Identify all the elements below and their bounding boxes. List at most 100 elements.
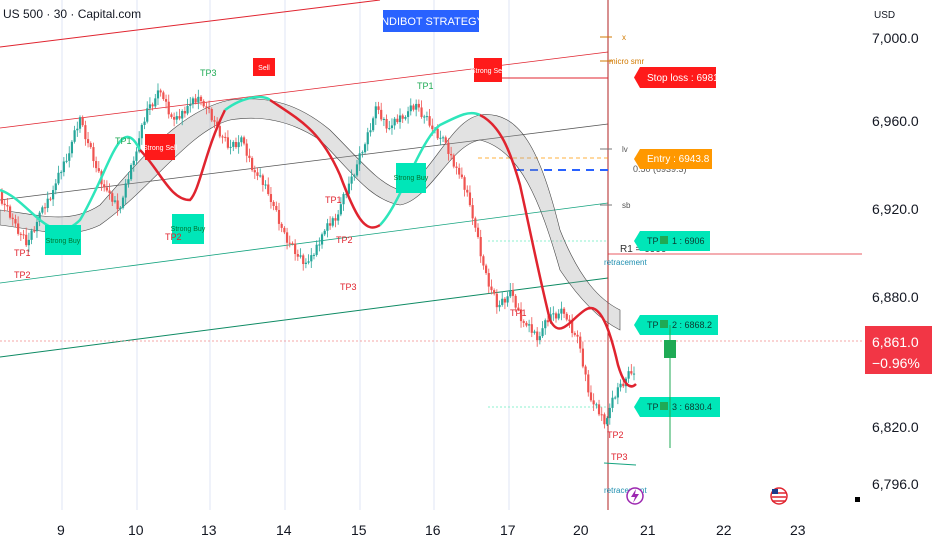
trend-line-bear-3: [479, 113, 637, 388]
currency-label: USD: [874, 10, 895, 21]
scale-handle-icon[interactable]: [855, 497, 860, 502]
candle-body: [517, 307, 520, 310]
candle-body: [54, 183, 57, 191]
candle-body: [347, 183, 351, 194]
candle-body: [135, 151, 138, 161]
level-sb: sb: [622, 201, 631, 210]
candle-body: [213, 120, 216, 122]
candle-body: [431, 125, 434, 130]
candle-body: [345, 193, 348, 195]
tp1-marker-1: TP1: [14, 248, 31, 258]
candle-body: [73, 130, 76, 142]
projected-candle: [664, 325, 676, 448]
candle-body: [216, 121, 219, 127]
tp1-marker-4: TP1: [417, 81, 434, 91]
trend-line-bear: [139, 109, 227, 202]
candle-body: [355, 164, 359, 176]
vertical-gridlines: [61, 0, 510, 510]
candle-body: [299, 255, 302, 257]
candle-body: [76, 128, 79, 131]
candle-body: [25, 234, 28, 246]
time-tick-10: 10: [128, 522, 144, 538]
candle-body: [447, 142, 450, 154]
candle-body: [285, 232, 289, 243]
time-tick-23: 23: [790, 522, 806, 538]
candle-body: [154, 98, 157, 107]
tp-markers: TP1 TP2 TP1 TP2 TP3 TP1 TP2 TP3 TP1 TP1 …: [14, 68, 628, 462]
candle-body: [132, 160, 135, 166]
candle-body: [428, 116, 431, 126]
candle-body: [197, 96, 200, 103]
candle-body: [65, 160, 68, 162]
tp3-marker-top: TP3: [200, 68, 217, 78]
candle-body: [86, 139, 90, 144]
us-flag-icon[interactable]: [770, 487, 788, 505]
candle-body: [614, 397, 617, 399]
candle-body: [331, 218, 334, 226]
entry-text: Entry : 6943.8: [647, 154, 710, 165]
time-tick-14: 14: [276, 522, 292, 538]
tp1-tag[interactable]: TP 1 : 6906: [634, 231, 710, 251]
tp3-tag[interactable]: TP 3 : 6830.4: [634, 397, 720, 417]
price-axis[interactable]: 7,000.0 6,960.0 6,920.0 6,880.0 6,820.0 …: [855, 30, 932, 502]
candle-body: [229, 146, 232, 148]
candle-body: [302, 255, 305, 264]
candle-body: [546, 320, 550, 323]
time-axis[interactable]: 9 10 13 14 15 16 17 20 21 22 23: [57, 522, 806, 538]
candle-body: [404, 116, 407, 119]
candle-body: [541, 328, 544, 337]
trend-line-bull-2: [224, 95, 271, 112]
candle-body: [81, 117, 84, 126]
candle-body: [207, 107, 211, 110]
current-price-tag[interactable]: [865, 326, 932, 374]
candle-body: [484, 265, 488, 274]
candle-body: [162, 92, 165, 100]
candle-body: [498, 304, 501, 308]
svg-text:Strong Sell: Strong Sell: [143, 145, 178, 152]
candle-body: [552, 313, 555, 315]
candle-body: [226, 137, 230, 148]
candle-body: [41, 207, 44, 213]
candle-body: [406, 111, 410, 117]
strong-buy-label: Strong Buy: [171, 214, 206, 244]
candle-body: [337, 214, 340, 221]
candle-body: [234, 142, 238, 148]
candle-body: [8, 206, 12, 218]
tp2-tag[interactable]: TP 2 : 6868.2: [634, 315, 718, 335]
time-tick-13: 13: [201, 522, 217, 538]
candle-body: [622, 383, 625, 387]
candle-body: [218, 126, 221, 137]
candle-body: [560, 308, 563, 314]
strong-sell-label: Strong Sell: [143, 134, 178, 160]
entry-tag[interactable]: Entry : 6943.8: [634, 149, 712, 169]
candle-body: [294, 243, 297, 255]
candle-body: [183, 111, 186, 114]
candle-body: [84, 125, 87, 140]
candle-body: [46, 198, 49, 208]
candle-body: [490, 286, 493, 291]
candle-body: [103, 184, 106, 188]
svg-text:Strong Buy: Strong Buy: [171, 226, 206, 233]
candle-body: [366, 132, 369, 145]
candle-body: [501, 298, 504, 305]
stop-loss-tag[interactable]: Stop loss : 6981.6: [634, 67, 727, 88]
candle-body: [619, 383, 622, 388]
candle-body: [92, 147, 95, 162]
strong-buy-label: Strong Buy: [45, 225, 81, 255]
lightning-icon[interactable]: [626, 487, 644, 505]
candle-body: [6, 205, 9, 207]
candlesticks: [0, 83, 636, 429]
candle-body: [49, 198, 52, 200]
candle-body: [479, 236, 482, 257]
level-micro: micro smr: [609, 57, 644, 66]
svg-text:Strong Buy: Strong Buy: [46, 238, 81, 245]
candle-body: [353, 175, 356, 177]
candle-body: [272, 202, 275, 206]
candle-body: [151, 104, 154, 107]
candle-body: [267, 184, 270, 195]
symbol-title: US 500 · 30 · Capital.com: [3, 7, 141, 21]
candle-body: [95, 161, 98, 169]
candle-body: [237, 142, 240, 148]
candle-body: [350, 176, 353, 184]
